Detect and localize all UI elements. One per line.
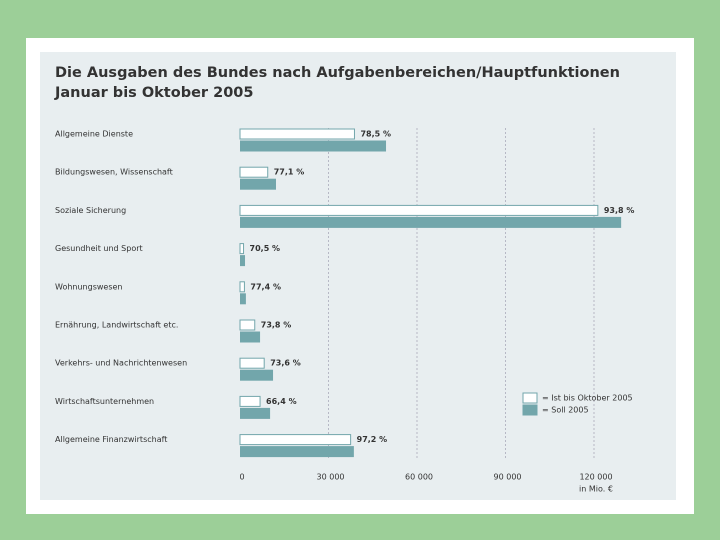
bar xyxy=(239,204,599,216)
bar xyxy=(240,178,276,190)
category-label: Wohnungswesen xyxy=(55,282,123,291)
chart-panel xyxy=(40,52,676,500)
bar xyxy=(239,434,352,446)
percent-label: 66,4 % xyxy=(266,397,297,406)
x-tick-label: 30 000 xyxy=(317,473,345,482)
bar xyxy=(239,357,265,369)
percent-label: 77,1 % xyxy=(274,168,305,177)
bar xyxy=(239,166,269,178)
category-label: Bildungswesen, Wissenschaft xyxy=(55,168,173,177)
legend-label: = Soll 2005 xyxy=(542,406,589,415)
bar xyxy=(240,369,274,381)
category-label: Verkehrs- und Nachrichtenwesen xyxy=(55,359,187,368)
bar xyxy=(240,216,622,228)
category-label: Soziale Sicherung xyxy=(55,206,126,215)
percent-label: 77,4 % xyxy=(250,282,281,291)
bar xyxy=(239,281,245,293)
category-label: Ernährung, Landwirtschaft etc. xyxy=(55,321,178,330)
category-label: Wirtschaftsunternehmen xyxy=(55,397,154,406)
category-label: Allgemeine Finanzwirtschaft xyxy=(55,435,167,444)
percent-label: 73,8 % xyxy=(261,321,292,330)
bar xyxy=(240,293,246,305)
bar xyxy=(239,319,256,331)
legend-label: = Ist bis Oktober 2005 xyxy=(542,394,633,403)
chart-subtitle: Januar bis Oktober 2005 xyxy=(54,85,253,101)
percent-label: 78,5 % xyxy=(360,130,391,139)
x-tick-label: 60 000 xyxy=(405,473,433,482)
x-unit: in Mio. € xyxy=(579,485,613,494)
category-label: Allgemeine Dienste xyxy=(55,130,133,139)
percent-label: 73,6 % xyxy=(270,359,301,368)
bar xyxy=(240,407,271,419)
percent-label: 70,5 % xyxy=(250,244,281,253)
bar xyxy=(239,395,261,407)
x-tick-label: 0 xyxy=(239,473,244,482)
bar xyxy=(240,446,354,458)
legend-swatch xyxy=(522,392,538,404)
x-tick-label: 90 000 xyxy=(494,473,522,482)
legend-swatch xyxy=(522,404,538,416)
bar xyxy=(240,331,261,343)
chart-title: Die Ausgaben des Bundes nach Aufgabenber… xyxy=(55,65,620,81)
bar xyxy=(239,128,355,140)
bar xyxy=(240,140,387,152)
percent-label: 97,2 % xyxy=(357,435,388,444)
category-label: Gesundheit und Sport xyxy=(55,244,143,253)
percent-label: 93,8 % xyxy=(604,206,635,215)
bar xyxy=(240,255,246,267)
bar xyxy=(239,243,245,255)
x-tick-label: 120 000 xyxy=(579,473,612,482)
